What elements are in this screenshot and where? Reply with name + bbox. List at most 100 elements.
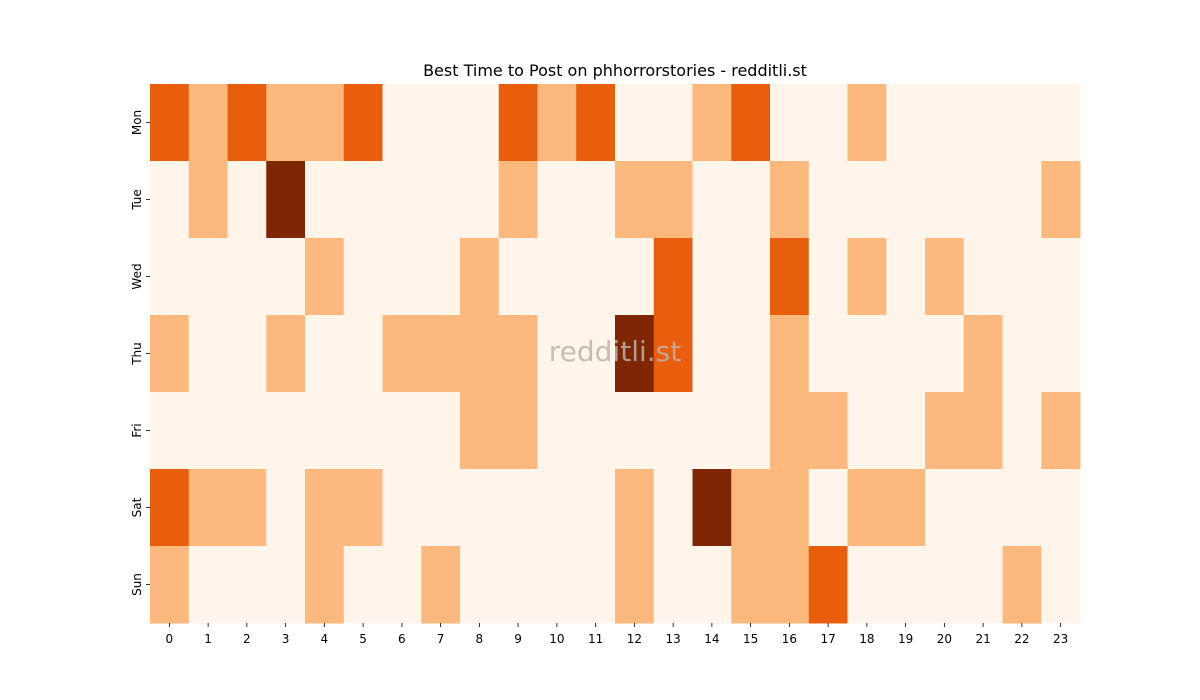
heatmap-cell-tue-5 [343,161,383,239]
heatmap-cell-sun-8 [460,546,500,624]
heatmap-cell-wed-6 [382,238,422,316]
heatmap-cell-sun-2 [227,546,267,624]
heatmap-cell-sun-14 [692,546,732,624]
x-tick-label: 10 [549,632,564,646]
heatmap-cell-thu-12 [615,315,655,393]
heatmap-cell-thu-1 [188,315,228,393]
heatmap-cell-mon-7 [421,84,461,162]
heatmap-cell-mon-15 [731,84,771,162]
heatmap-cell-wed-16 [770,238,810,316]
heatmap-cell-wed-3 [266,238,306,316]
heatmap-cell-thu-15 [731,315,771,393]
heatmap-cell-sun-1 [188,546,228,624]
heatmap-cell-tue-18 [847,161,887,239]
heatmap-cell-sun-12 [615,546,655,624]
heatmap-cell-tue-19 [886,161,926,239]
x-tick-label: 1 [204,632,212,646]
heatmap-cell-mon-18 [847,84,887,162]
heatmap-cell-sat-5 [343,469,383,547]
heatmap-cell-thu-11 [576,315,616,393]
heatmap-cell-fri-7 [421,392,461,470]
heatmap-cell-mon-22 [1002,84,1042,162]
heatmap-cell-tue-0 [150,161,190,239]
heatmap-cell-fri-15 [731,392,771,470]
heatmap-cell-mon-13 [653,84,693,162]
heatmap-cell-sun-3 [266,546,306,624]
heatmap-cell-fri-11 [576,392,616,470]
heatmap-cell-tue-6 [382,161,422,239]
heatmap-cell-fri-10 [537,392,577,470]
heatmap-cell-thu-5 [343,315,383,393]
x-tick-label: 4 [321,632,329,646]
heatmap-cell-fri-1 [188,392,228,470]
heatmap-cell-sun-9 [498,546,538,624]
heatmap-cell-fri-23 [1041,392,1081,470]
x-tick-label: 5 [359,632,367,646]
heatmap-cell-fri-14 [692,392,732,470]
heatmap-cell-sun-19 [886,546,926,624]
heatmap-cell-sat-20 [925,469,965,547]
x-tick-label: 15 [743,632,758,646]
heatmap-cell-mon-20 [925,84,965,162]
heatmap-cell-wed-17 [808,238,848,316]
heatmap-cell-fri-16 [770,392,810,470]
heatmap-cell-thu-4 [305,315,345,393]
heatmap-cell-sat-3 [266,469,306,547]
heatmap-cell-sat-19 [886,469,926,547]
heatmap-cell-sun-16 [770,546,810,624]
x-axis: 0 1 2 3 4 5 6 7 8 9 10 11 12 13 14 15 16 17 18 19 20 21 22 23 [166,623,1068,646]
heatmap-cell-fri-21 [963,392,1003,470]
heatmap-cell-mon-21 [963,84,1003,162]
heatmap-cell-wed-14 [692,238,732,316]
heatmap-cell-thu-10 [537,315,577,393]
heatmap-cell-tue-7 [421,161,461,239]
heatmap-cell-wed-2 [227,238,267,316]
heatmap-cell-tue-9 [498,161,538,239]
heatmap-cell-fri-2 [227,392,267,470]
heatmap-cell-mon-19 [886,84,926,162]
heatmap-cell-sun-7 [421,546,461,624]
heatmap-cell-wed-10 [537,238,577,316]
heatmap-cell-thu-23 [1041,315,1081,393]
heatmap-cell-sun-18 [847,546,887,624]
heatmap-cell-fri-0 [150,392,190,470]
heatmap-cell-fri-20 [925,392,965,470]
heatmap-cell-sat-11 [576,469,616,547]
heatmap-cell-tue-16 [770,161,810,239]
x-tick-label: 13 [665,632,680,646]
heatmap-cell-wed-8 [460,238,500,316]
x-tick-label: 12 [627,632,642,646]
heatmap-cell-tue-12 [615,161,655,239]
heatmap-cell-sun-0 [150,546,190,624]
heatmap-cell-mon-12 [615,84,655,162]
heatmap-cell-tue-23 [1041,161,1081,239]
heatmap-cell-mon-10 [537,84,577,162]
x-tick-label: 18 [859,632,874,646]
heatmap-cell-sun-6 [382,546,422,624]
heatmap-cell-sat-15 [731,469,771,547]
heatmap-cell-fri-3 [266,392,306,470]
x-tick-label: 2 [243,632,251,646]
heatmap-cell-wed-4 [305,238,345,316]
y-tick-label: Thu [130,342,144,366]
heatmap-cell-fri-22 [1002,392,1042,470]
x-tick-label: 6 [398,632,406,646]
heatmap-cell-sun-17 [808,546,848,624]
x-tick-label: 20 [937,632,952,646]
heatmap-cell-thu-20 [925,315,965,393]
heatmap-cell-sat-21 [963,469,1003,547]
heatmap-cell-sun-11 [576,546,616,624]
heatmap-cell-tue-8 [460,161,500,239]
y-tick-label: Sun [130,573,144,596]
heatmap-cell-sat-1 [188,469,228,547]
heatmap-cell-sat-17 [808,469,848,547]
heatmap-cell-mon-5 [343,84,383,162]
x-tick-label: 8 [476,632,484,646]
heatmap-cell-tue-4 [305,161,345,239]
heatmap-cell-sat-13 [653,469,693,547]
heatmap-cell-sun-23 [1041,546,1081,624]
heatmap-cell-sat-10 [537,469,577,547]
heatmap-cell-fri-12 [615,392,655,470]
heatmap-cell-wed-22 [1002,238,1042,316]
